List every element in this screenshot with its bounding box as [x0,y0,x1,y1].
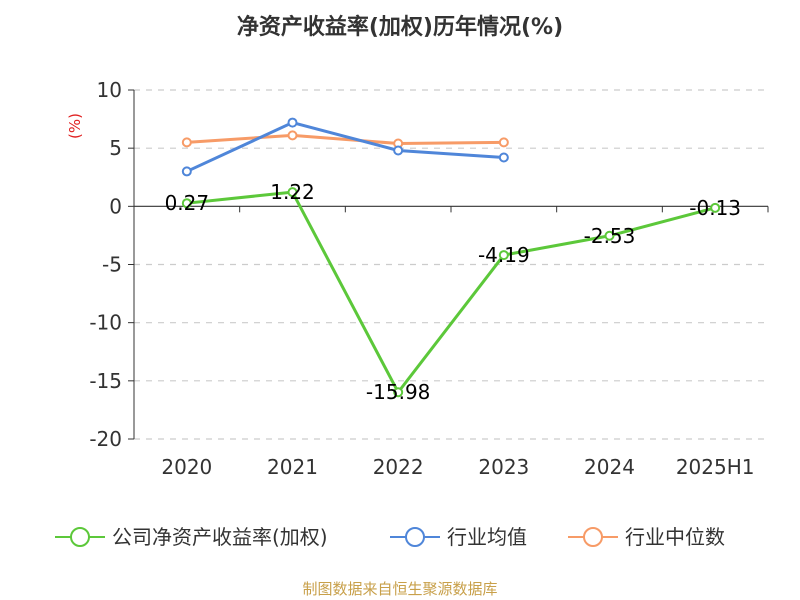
series-point [710,202,721,213]
legend-label: 行业中位数 [625,525,725,549]
chart-title: 净资产收益率(加权)历年情况(%) [237,14,563,40]
x-tick-label: 2023 [478,455,529,479]
series-line [186,133,504,146]
y-tick-label: -15 [89,369,122,393]
series-point [181,137,192,148]
series-point [181,198,192,209]
x-tick-label: 2022 [373,455,424,479]
y-tick-label: 10 [97,78,122,102]
y-tick-label: -5 [102,253,122,277]
y-tick-label: 0 [109,194,122,218]
y-tick-label: -10 [89,311,122,335]
series-point [287,187,298,198]
y-tick-label: 5 [109,136,122,160]
data-label: -15.98 [366,380,430,404]
series-point [498,250,509,261]
series-point [604,230,615,241]
x-tick-label: 2024 [584,455,635,479]
series-point [498,137,509,148]
series-lines [181,117,721,398]
y-axis-unit-label: (%) [66,113,84,139]
series-point [393,387,404,398]
series-point [498,152,509,163]
axes: 10 5 0 -5 -10 -15 -20 2020 2021 2022 2023 2024 2025H… [89,78,769,479]
x-tick-label: 2021 [267,455,318,479]
series-point [181,166,192,177]
series-point [393,145,404,156]
data-label: 0.27 [165,191,210,215]
legend-marker [583,527,603,547]
x-tick-label: 2020 [161,455,212,479]
legend-marker [405,527,425,547]
x-tick-label: 2025H1 [676,455,755,479]
data-label: -0.13 [689,196,741,220]
series-point [287,130,298,141]
data-label: 1.22 [270,180,315,204]
legend-label: 公司净资产收益率(加权) [112,525,328,549]
legend-marker [70,527,90,547]
legend-label: 行业均值 [447,525,527,549]
legend: 公司净资产收益率(加权) 行业均值 行业中位数 [55,525,725,549]
data-label: -4.19 [478,243,530,267]
series-line [186,190,716,394]
data-label: -2.53 [584,224,636,248]
y-tick-label: -20 [89,427,122,451]
series-line [186,121,504,173]
series-point [287,117,298,128]
source-note: 制图数据来自恒生聚源数据库 [302,580,497,598]
data-labels: 0.27 1.22 -15.98 -4.19 -2.53 -0.13 [165,180,741,404]
